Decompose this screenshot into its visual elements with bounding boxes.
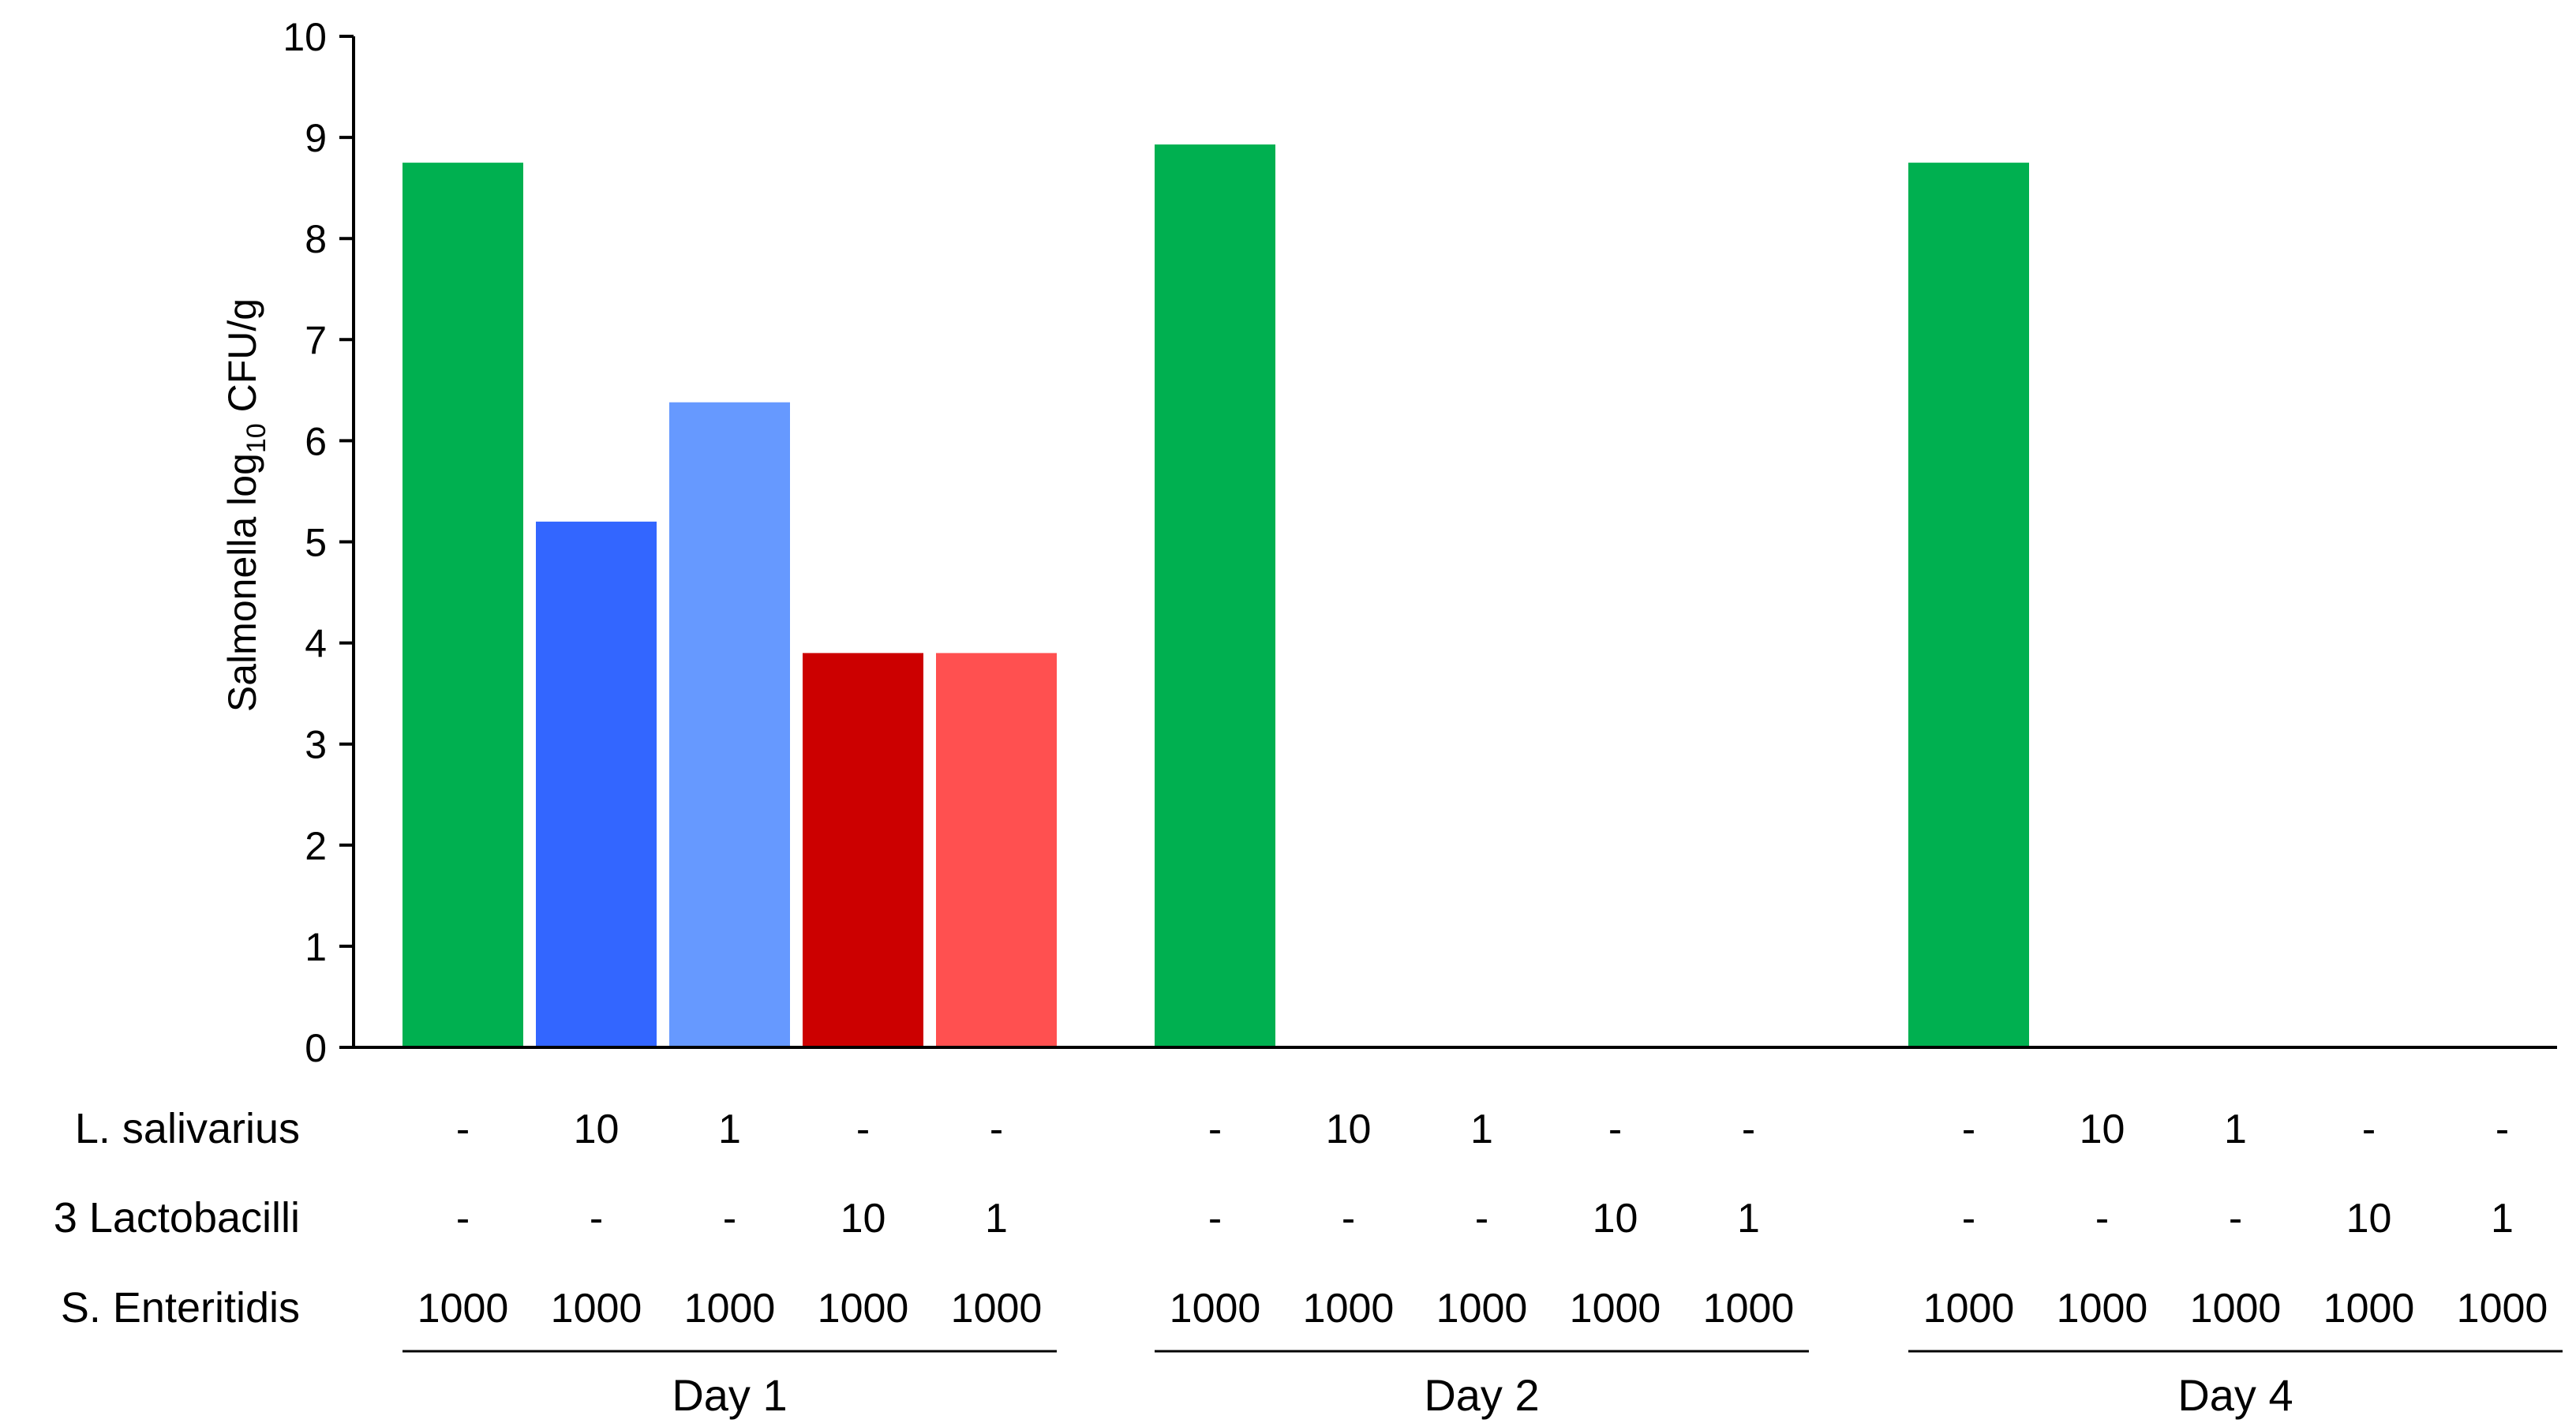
condition-value-s-enteritidis: 1000 [1436, 1286, 1528, 1331]
condition-value-lactobacilli: 1 [985, 1196, 1008, 1242]
bar-day-1-4 [803, 653, 923, 1047]
bars [402, 144, 2029, 1047]
condition-value-lactobacilli: - [1475, 1196, 1488, 1242]
condition-value-lactobacilli: - [590, 1196, 603, 1242]
condition-value-l-salivarius: 10 [574, 1107, 620, 1152]
y-axis-title: Salmonella log10 CFU/g [220, 298, 271, 712]
condition-value-s-enteritidis: 1000 [2457, 1286, 2548, 1331]
row-label-lactobacilli: 3 Lactobacilli [54, 1194, 300, 1242]
condition-value-lactobacilli: - [1962, 1196, 1975, 1242]
bar-day-2-1 [1155, 144, 1275, 1047]
condition-value-l-salivarius: 1 [2224, 1107, 2247, 1152]
row-label-l-salivarius: L. salivarius [75, 1105, 300, 1152]
y-axis-title-suffix: CFU/g [220, 298, 264, 423]
condition-value-s-enteritidis: 1000 [2323, 1286, 2415, 1331]
condition-value-s-enteritidis: 1000 [2057, 1286, 2148, 1331]
condition-value-l-salivarius: - [1208, 1107, 1222, 1152]
condition-value-s-enteritidis: 1000 [1303, 1286, 1395, 1331]
condition-value-l-salivarius: - [1608, 1107, 1622, 1152]
bar-day-1-5 [936, 653, 1057, 1047]
condition-table: L. salivarius 3 Lactobacilli S. Enteritidi… [54, 1105, 2563, 1420]
condition-value-l-salivarius: - [856, 1107, 870, 1152]
condition-value-lactobacilli: - [1208, 1196, 1222, 1242]
condition-value-l-salivarius: 10 [2080, 1107, 2125, 1152]
condition-value-lactobacilli: - [1342, 1196, 1355, 1242]
y-tick-label: 4 [305, 622, 327, 666]
condition-value-l-salivarius: 10 [1326, 1107, 1372, 1152]
condition-value-lactobacilli: 10 [841, 1196, 886, 1242]
condition-value-lactobacilli: - [2229, 1196, 2242, 1242]
group-label-day-4: Day 4 [2177, 1370, 2293, 1420]
y-axis-title-subscript: 10 [242, 423, 271, 453]
condition-value-l-salivarius: - [1742, 1107, 1755, 1152]
condition-value-l-salivarius: - [990, 1107, 1003, 1152]
group-label-day-2: Day 2 [1424, 1370, 1539, 1420]
y-tick-label: 10 [283, 15, 327, 59]
y-tick-label: 0 [305, 1026, 327, 1070]
condition-value-lactobacilli: 10 [1593, 1196, 1638, 1242]
y-tick-label: 8 [305, 217, 327, 261]
bar-day-1-3 [669, 402, 790, 1047]
bar-day-1-2 [536, 521, 657, 1047]
y-axis-title-prefix: Salmonella log [220, 453, 264, 712]
y-tick-label: 6 [305, 419, 327, 463]
condition-value-lactobacilli: 10 [2346, 1196, 2392, 1242]
condition-value-l-salivarius: 1 [718, 1107, 741, 1152]
condition-value-s-enteritidis: 1000 [2190, 1286, 2282, 1331]
condition-value-lactobacilli: - [2095, 1196, 2109, 1242]
condition-value-s-enteritidis: 1000 [818, 1286, 909, 1331]
y-tick-label: 5 [305, 521, 327, 565]
bar-day-1-1 [402, 163, 523, 1047]
condition-value-s-enteritidis: 1000 [417, 1286, 509, 1331]
condition-value-s-enteritidis: 1000 [1923, 1286, 2015, 1331]
condition-value-s-enteritidis: 1000 [1170, 1286, 1261, 1331]
y-tick-label: 3 [305, 723, 327, 767]
y-tick-label: 7 [305, 318, 327, 362]
condition-value-lactobacilli: - [456, 1196, 470, 1242]
condition-value-l-salivarius: - [2496, 1107, 2509, 1152]
condition-value-s-enteritidis: 1000 [1570, 1286, 1661, 1331]
condition-value-lactobacilli: - [723, 1196, 736, 1242]
condition-value-s-enteritidis: 1000 [551, 1286, 642, 1331]
y-ticks: 0 1 2 3 4 5 6 7 8 9 10 [283, 15, 354, 1070]
condition-value-s-enteritidis: 1000 [951, 1286, 1043, 1331]
condition-value-s-enteritidis: 1000 [1703, 1286, 1795, 1331]
y-axis-title-group: Salmonella log10 CFU/g [220, 298, 271, 712]
condition-value-l-salivarius: - [2362, 1107, 2376, 1152]
condition-value-lactobacilli: 1 [1737, 1196, 1760, 1242]
y-tick-label: 9 [305, 116, 327, 160]
condition-value-lactobacilli: 1 [2491, 1196, 2514, 1242]
row-label-s-enteritidis: S. Enteritidis [61, 1284, 300, 1331]
bar-day-4-1 [1908, 163, 2029, 1047]
y-tick-label: 1 [305, 925, 327, 969]
condition-value-l-salivarius: 1 [1470, 1107, 1493, 1152]
y-tick-label: 2 [305, 824, 327, 868]
group-label-day-1: Day 1 [672, 1370, 787, 1420]
condition-value-l-salivarius: - [1962, 1107, 1975, 1152]
condition-value-s-enteritidis: 1000 [684, 1286, 776, 1331]
condition-value-l-salivarius: - [456, 1107, 470, 1152]
